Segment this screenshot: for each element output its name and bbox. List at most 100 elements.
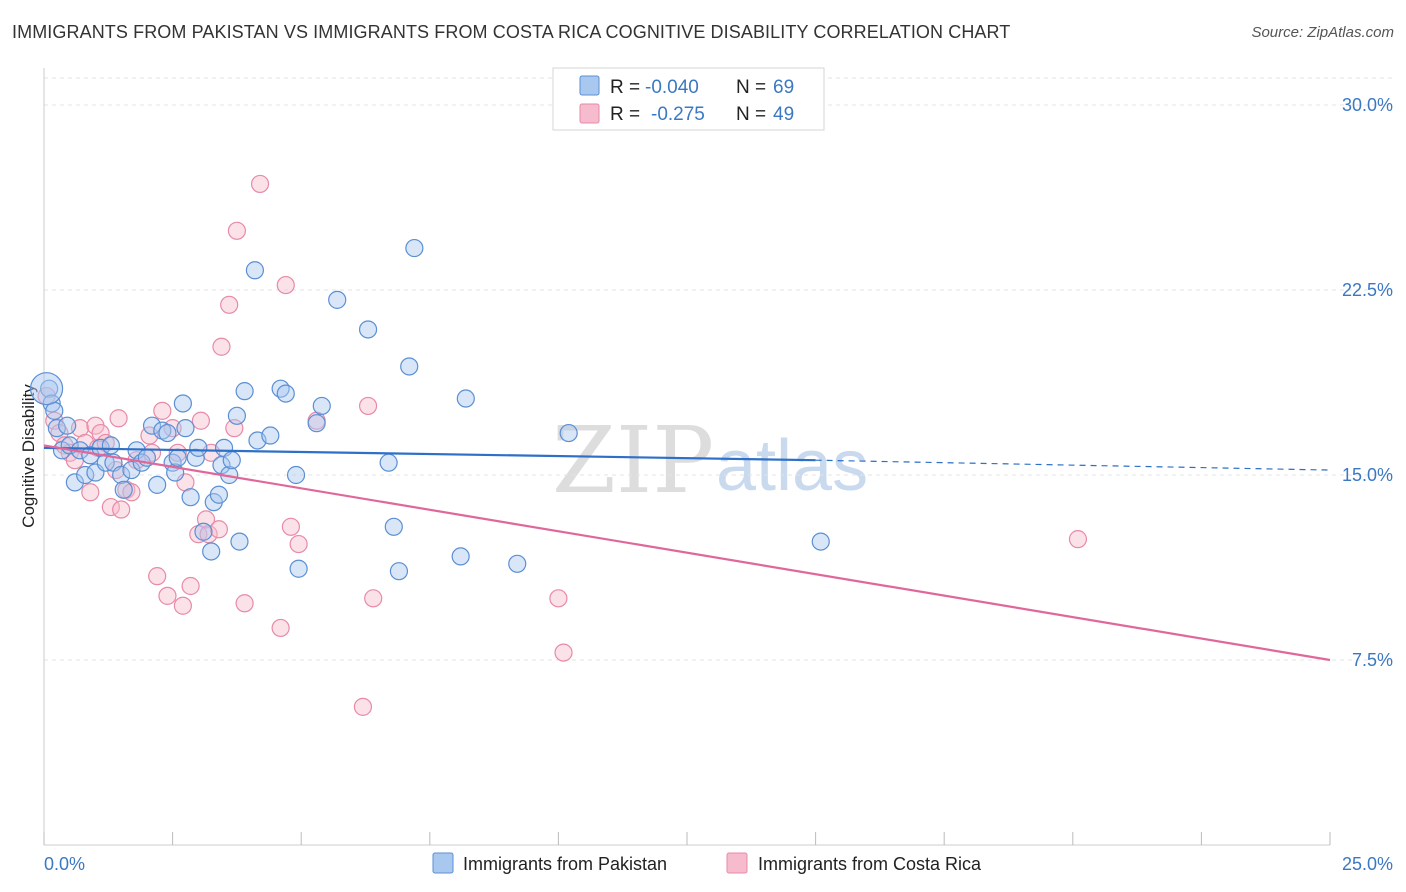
x-tick-label-max: 25.0% [1342,854,1393,874]
costa-rica-point [173,596,192,615]
chart-title: IMMIGRANTS FROM PAKISTAN VS IMMIGRANTS F… [12,22,1011,42]
series-costa-rica-points [37,174,1088,716]
bottom-legend-swatch-costa-rica [726,852,748,874]
x-ticks [43,832,1331,845]
pakistan-point [189,438,208,457]
pakistan-point [307,414,326,433]
pakistan-point [312,396,331,416]
legend-r-value-costa-rica: -0.275 [651,104,705,125]
costa-rica-point [91,423,110,443]
pakistan-point [112,465,131,485]
pakistan-point [227,406,246,425]
costa-rica-point [112,500,131,519]
gridlines [44,77,1393,661]
y-tick-label: 7.5% [1352,650,1393,670]
costa-rica-point [235,594,254,613]
pakistan-point [261,426,280,445]
bottom-legend-label-pakistan: Immigrants from Pakistan [463,854,667,874]
pakistan-point [148,475,167,494]
legend-n-value-pakistan: 69 [773,77,794,98]
costa-rica-point [212,337,231,356]
costa-rica-point [158,586,177,605]
source-attribution: Source: ZipAtlas.com [1251,24,1394,41]
pakistan-point [328,290,347,309]
pakistan-point [142,416,162,435]
costa-rica-point [353,697,373,716]
costa-rica-point [153,401,172,420]
pakistan-point [235,382,254,401]
pakistan-point [222,451,241,470]
pakistan-point [286,465,306,485]
trendlines [43,444,1331,662]
costa-rica-point [358,396,378,416]
y-tick-label: 15.0% [1342,465,1393,485]
y-axis-label: Cognitive Disability [19,384,38,528]
bottom-legend-label-costa-rica: Immigrants from Costa Rica [758,854,982,874]
pakistan-point [358,320,378,339]
stats-legend: R = -0.040 N = 69 R = -0.275 N = 49 [552,67,825,131]
legend-swatch-pakistan [579,75,600,96]
series-legend: Immigrants from Pakistan Immigrants from… [432,852,982,874]
costa-rica-point [106,460,126,480]
pakistan-point [101,436,120,455]
pakistan-point [96,453,115,472]
pakistan-point [379,453,398,472]
pakistan-point [811,532,830,551]
costa-rica-point [81,483,100,502]
costa-rica-point [549,589,568,608]
pakistan-point [65,473,84,492]
legend-r-value-pakistan: -0.040 [645,77,699,98]
legend-n-label-pakistan: N = [736,77,766,98]
pakistan-point [456,389,475,408]
y-tick-label: 22.5% [1342,280,1393,300]
y-tick-label: 30.0% [1342,95,1393,115]
pakistan-point [389,562,409,581]
costa-rica-point [109,409,128,428]
pakistan-point [508,554,527,573]
pakistan-point [276,384,295,403]
pakistan-point [400,357,419,376]
pakistan-point [158,423,177,443]
pakistan-point [194,522,213,541]
pakistan-point [230,532,249,551]
pakistan-point [122,460,141,480]
watermark-zip: ZIP [552,407,714,514]
costa-rica-point [364,589,383,608]
costa-rica-point [289,534,308,554]
trendline-pakistan [43,446,816,462]
legend-r-label-pakistan: R = [610,77,640,98]
pakistan-point [245,261,265,280]
legend-r-label-costa-rica: R = [610,104,640,125]
pakistan-point [289,559,308,578]
costa-rica-point [209,520,228,539]
bottom-legend-swatch-pakistan [432,852,454,874]
costa-rica-point [1068,530,1088,549]
pakistan-point [176,419,195,438]
pakistan-point [114,480,133,499]
pakistan-point [451,547,470,566]
costa-rica-point [168,443,187,462]
pakistan-point [58,416,77,435]
pakistan-point [212,456,231,475]
y-tick-labels: 7.5% 15.0% 22.5% 30.0% [1342,95,1393,670]
trendline-pakistan-extension [815,459,1331,471]
pakistan-point [384,517,403,536]
costa-rica-point [276,275,295,295]
pakistan-point [173,394,192,413]
costa-rica-point [250,174,270,194]
costa-rica-point [227,221,246,240]
pakistan-point [209,485,228,504]
costa-rica-point [271,618,290,638]
pakistan-point [559,423,578,443]
legend-swatch-costa-rica [579,103,600,124]
pakistan-point-large [29,372,64,406]
costa-rica-point [281,517,301,536]
pakistan-point [168,448,187,467]
trendline-costa-rica [43,444,1331,662]
costa-rica-point [554,643,573,662]
watermark-atlas: atlas [716,426,868,506]
pakistan-point [202,542,221,561]
costa-rica-point [220,295,239,314]
costa-rica-point [181,576,200,596]
